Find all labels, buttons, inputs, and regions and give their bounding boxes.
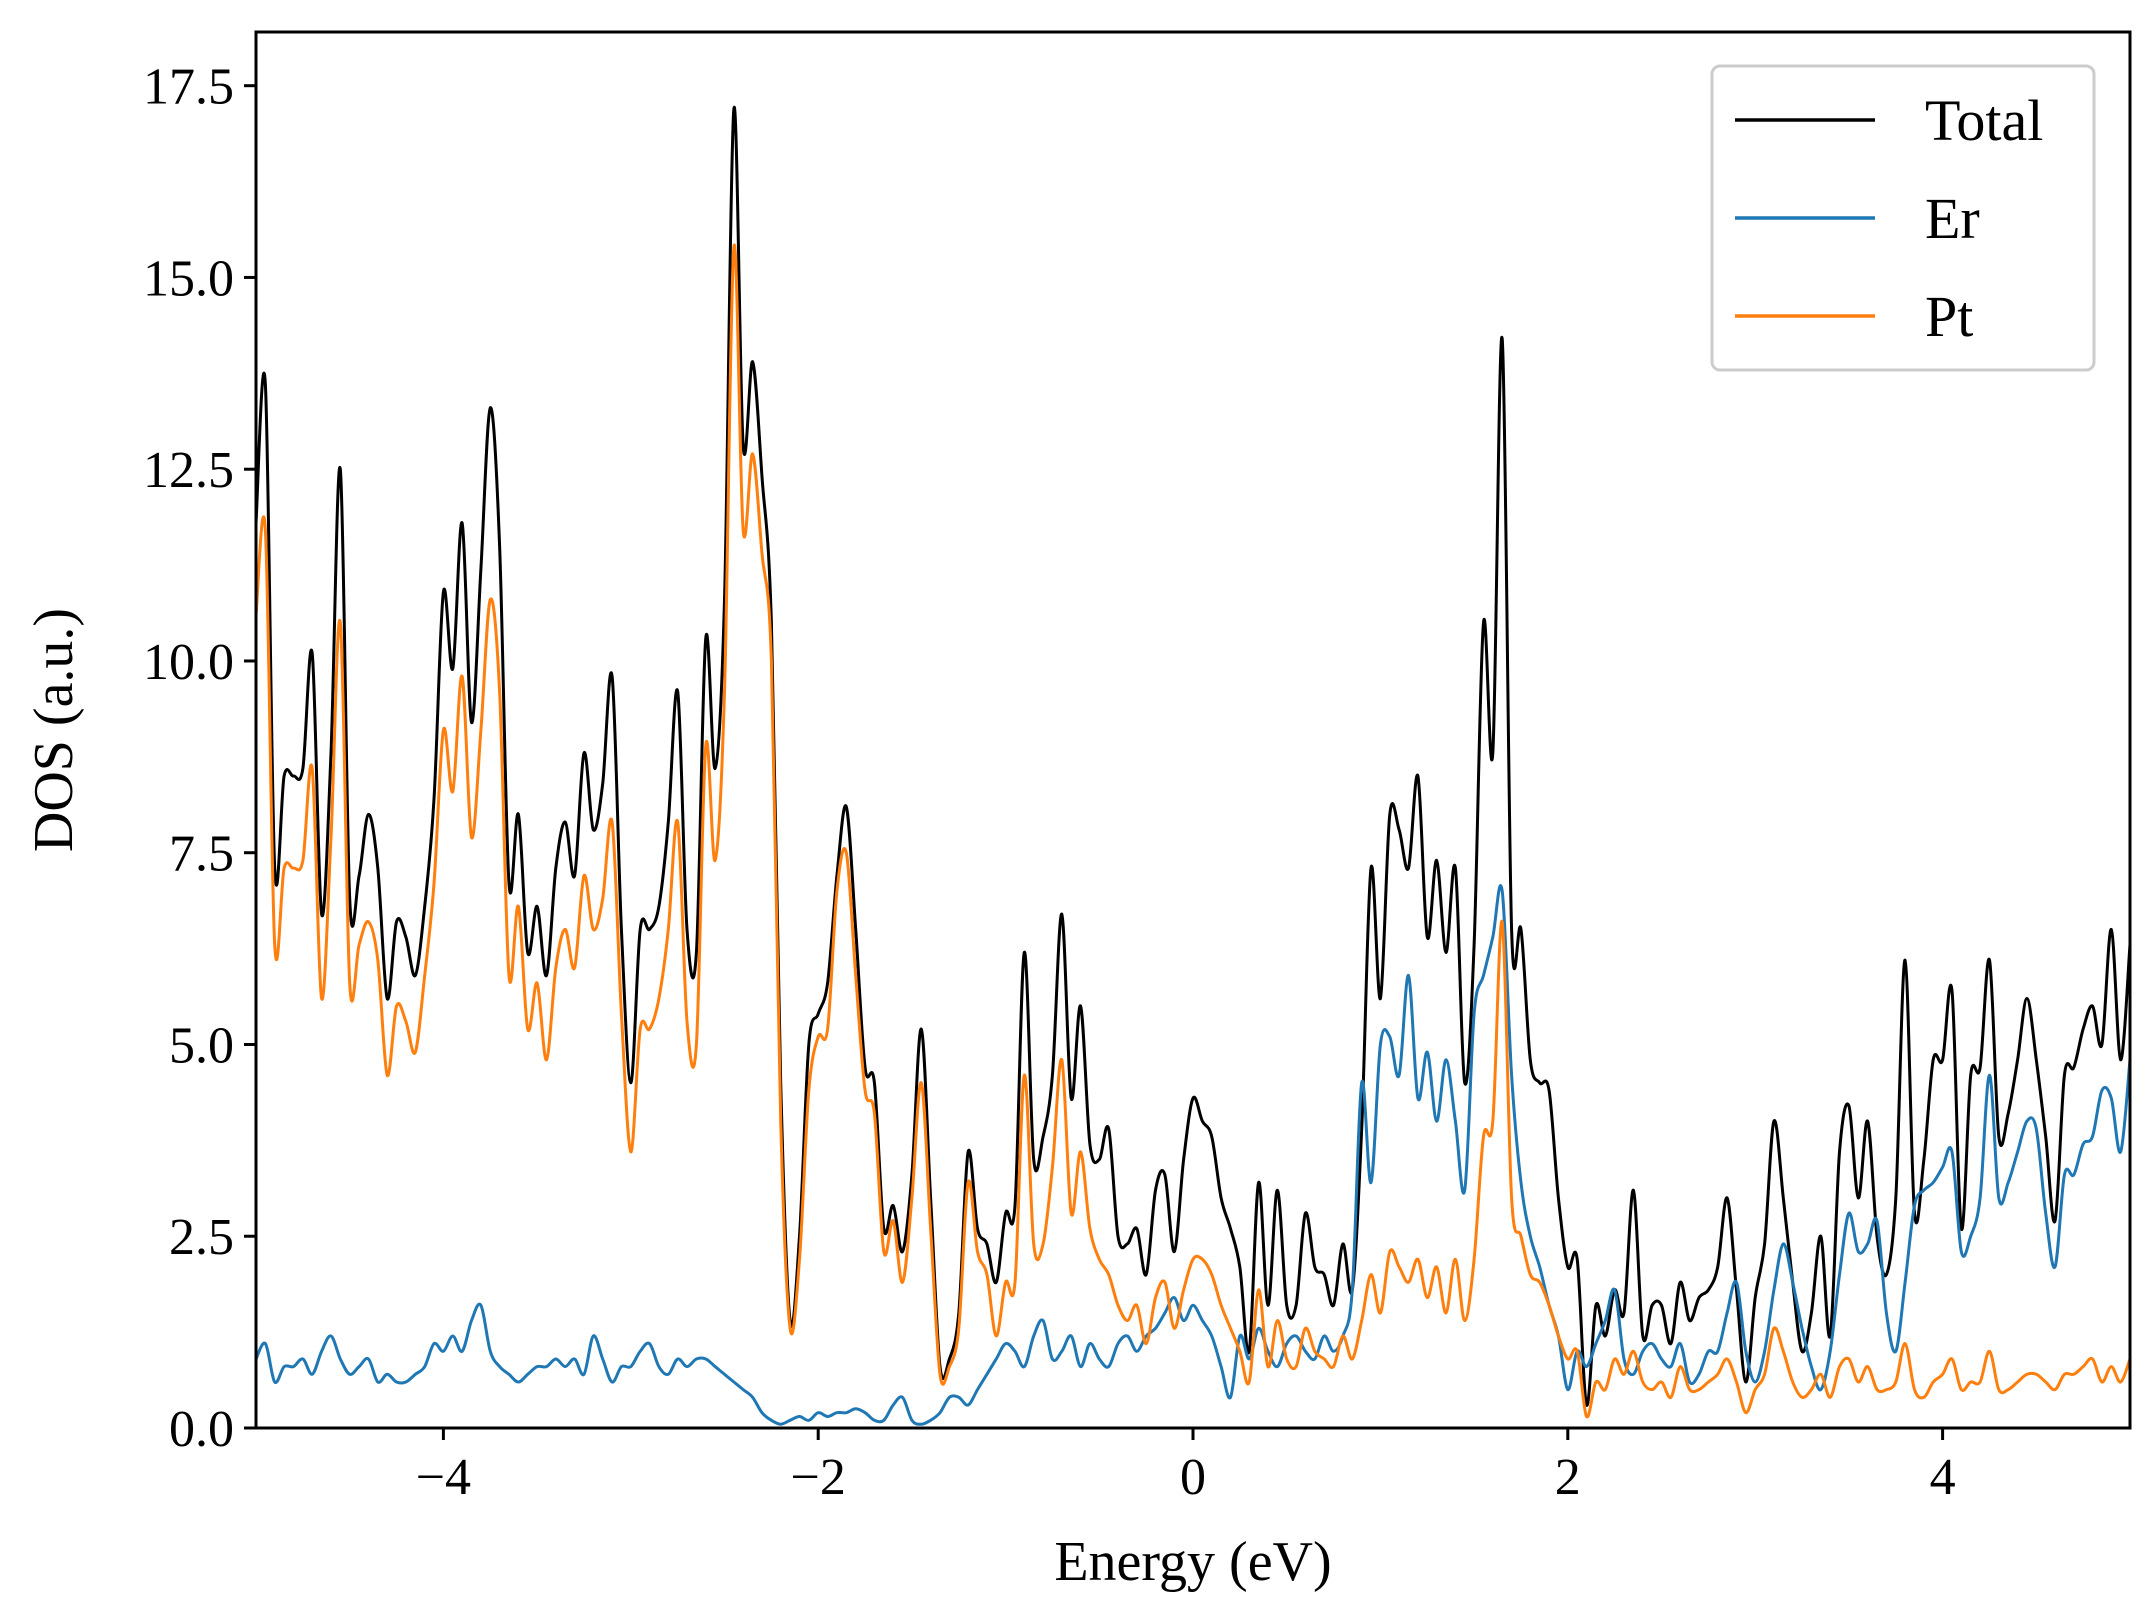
y-tick-label: 17.5: [143, 59, 234, 116]
legend-label-total: Total: [1925, 88, 2043, 153]
legend-label-er: Er: [1925, 186, 1980, 251]
series-line-pt: [256, 243, 2130, 1419]
y-tick-label: 7.5: [169, 826, 234, 883]
y-tick-label: 5.0: [169, 1017, 234, 1074]
y-tick-label: 2.5: [169, 1209, 234, 1266]
series-line-total: [256, 105, 2130, 1407]
legend-label-pt: Pt: [1925, 284, 1973, 349]
x-axis-label: Energy (eV): [1054, 1531, 1331, 1593]
y-tick-label: 10.0: [143, 634, 234, 691]
series-line-er: [256, 884, 2130, 1426]
legend-frame: [1710, 64, 2096, 372]
x-tick-label: 0: [1180, 1449, 1206, 1506]
series-layer: [256, 105, 2130, 1426]
y-tick-label: 12.5: [143, 442, 234, 499]
y-axis: 0.0 2.5 5.0 7.5 10.0 12.5 15.0 17.5: [143, 59, 256, 1458]
y-axis-label: DOS (a.u.): [23, 608, 85, 852]
x-axis: −4 −2 0 2 4: [416, 1428, 1956, 1506]
x-tick-label: −2: [791, 1449, 846, 1506]
x-tick-label: 2: [1555, 1449, 1581, 1506]
x-tick-label: 4: [1930, 1449, 1956, 1506]
y-tick-label: 15.0: [143, 250, 234, 307]
legend: Total Er Pt: [1710, 64, 2096, 372]
y-tick-label: 0.0: [169, 1401, 234, 1458]
x-tick-label: −4: [416, 1449, 471, 1506]
